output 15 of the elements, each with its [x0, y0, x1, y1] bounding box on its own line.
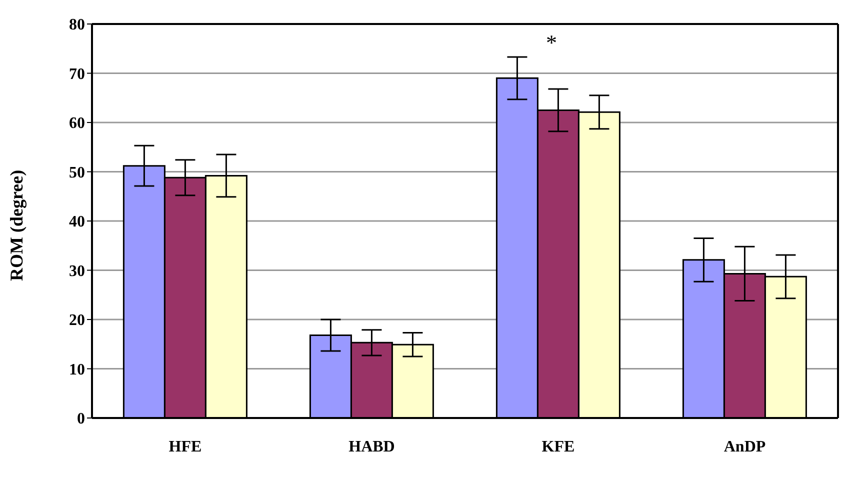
- y-tick-label: 40: [69, 214, 85, 231]
- y-tick-label: 50: [69, 164, 85, 182]
- x-tick-label: KFE: [542, 438, 575, 456]
- y-tick-label: 20: [69, 312, 85, 330]
- annotation: *: [546, 30, 557, 56]
- x-tick-label: HFE: [168, 438, 202, 456]
- y-tick-label: 0: [77, 410, 85, 428]
- y-tick-label: 30: [69, 262, 85, 280]
- y-tick-label: 80: [69, 16, 85, 34]
- y-tick-label: 70: [69, 66, 85, 83]
- x-tick-label: AnDP: [724, 438, 766, 456]
- y-tick-label: 10: [69, 361, 85, 378]
- x-tick-label: HABD: [348, 438, 395, 456]
- y-tick-label: 60: [69, 115, 85, 132]
- y-axis-title: ROM (degree): [6, 170, 26, 281]
